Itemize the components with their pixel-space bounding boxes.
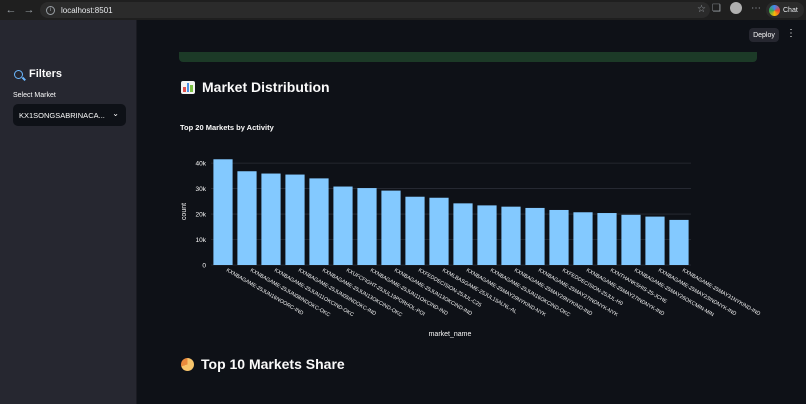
chart-bar (477, 205, 497, 265)
chart-bar (549, 209, 569, 265)
sidebar: Filters Select Market KX1SONGSABRINACA..… (0, 20, 137, 404)
forward-icon[interactable]: → (23, 4, 35, 16)
browser-menu-icon[interactable]: ⋯ (750, 2, 761, 14)
address-bar[interactable]: i localhost:8501 ☆ (40, 2, 710, 18)
chat-label: Chat (783, 6, 798, 14)
chart-bar (405, 196, 425, 265)
chat-button[interactable]: Chat (766, 2, 804, 18)
market-distribution-heading: Market Distribution (181, 79, 330, 95)
chart-bar (573, 212, 593, 265)
chart-bar (669, 219, 689, 265)
deploy-button[interactable]: Deploy (749, 28, 779, 42)
url-text: localhost:8501 (61, 5, 113, 15)
browser-toolbar: ← → ↻ i localhost:8501 ☆ ❏ ⋯ Chat (0, 0, 806, 20)
back-icon[interactable]: ← (5, 4, 17, 16)
bookmark-star-icon[interactable]: ☆ (697, 4, 706, 15)
y-tick-label: 40k (196, 161, 207, 168)
y-tick-label: 0 (202, 263, 206, 270)
filters-title-text: Filters (29, 68, 63, 80)
main-content: Deploy ⋮ Market Distribution Top 20 Mark… (137, 20, 806, 404)
market-select-value: KX1SONGSABRINACA... (19, 110, 105, 120)
y-tick-label: 20k (196, 212, 207, 219)
profile-avatar[interactable] (729, 2, 742, 14)
extensions-icon[interactable]: ❏ (712, 2, 721, 14)
chart-bar (285, 174, 305, 265)
chevron-down-icon[interactable]: ⌄ (112, 109, 119, 118)
y-tick-label: 30k (196, 186, 207, 193)
chart-bar (213, 159, 233, 265)
magnifier-icon (14, 69, 23, 79)
chart-bar (381, 190, 401, 265)
success-alert (179, 52, 757, 62)
chart-bar (237, 171, 257, 265)
y-axis-label: count (181, 203, 188, 220)
chart-bar (357, 188, 377, 265)
chart-bar (621, 214, 641, 265)
bar-chart: 010k20k30k40kKXNBAGAME-25JUN16NOORC-INDK… (181, 159, 761, 338)
chart-title: Top 20 Markets by Activity (180, 123, 274, 132)
bar-chart-icon (181, 80, 195, 94)
chart-bar (261, 173, 281, 265)
x-axis-label: market_name (429, 331, 472, 338)
filters-heading: Filters (14, 68, 62, 80)
pie-chart-icon (181, 357, 194, 371)
select-market-label: Select Market (13, 92, 56, 99)
chart-bar (429, 197, 449, 265)
main-menu-icon[interactable]: ⋮ (786, 28, 796, 39)
market-distribution-title: Market Distribution (202, 79, 330, 95)
chart-bar (501, 206, 521, 265)
top10-share-heading: Top 10 Markets Share (181, 356, 345, 372)
site-info-icon[interactable]: i (46, 5, 55, 15)
chart-bar (525, 207, 545, 265)
market-select[interactable]: KX1SONGSABRINACA... ⌄ (13, 104, 126, 126)
chart-bar (333, 186, 353, 265)
chart-bar (453, 203, 473, 265)
chat-logo-icon (769, 4, 780, 16)
y-tick-label: 10k (196, 237, 207, 244)
chart-bar (309, 178, 329, 265)
chart-bar (645, 216, 665, 265)
top10-share-title: Top 10 Markets Share (201, 356, 345, 372)
chart-bar (597, 213, 617, 265)
